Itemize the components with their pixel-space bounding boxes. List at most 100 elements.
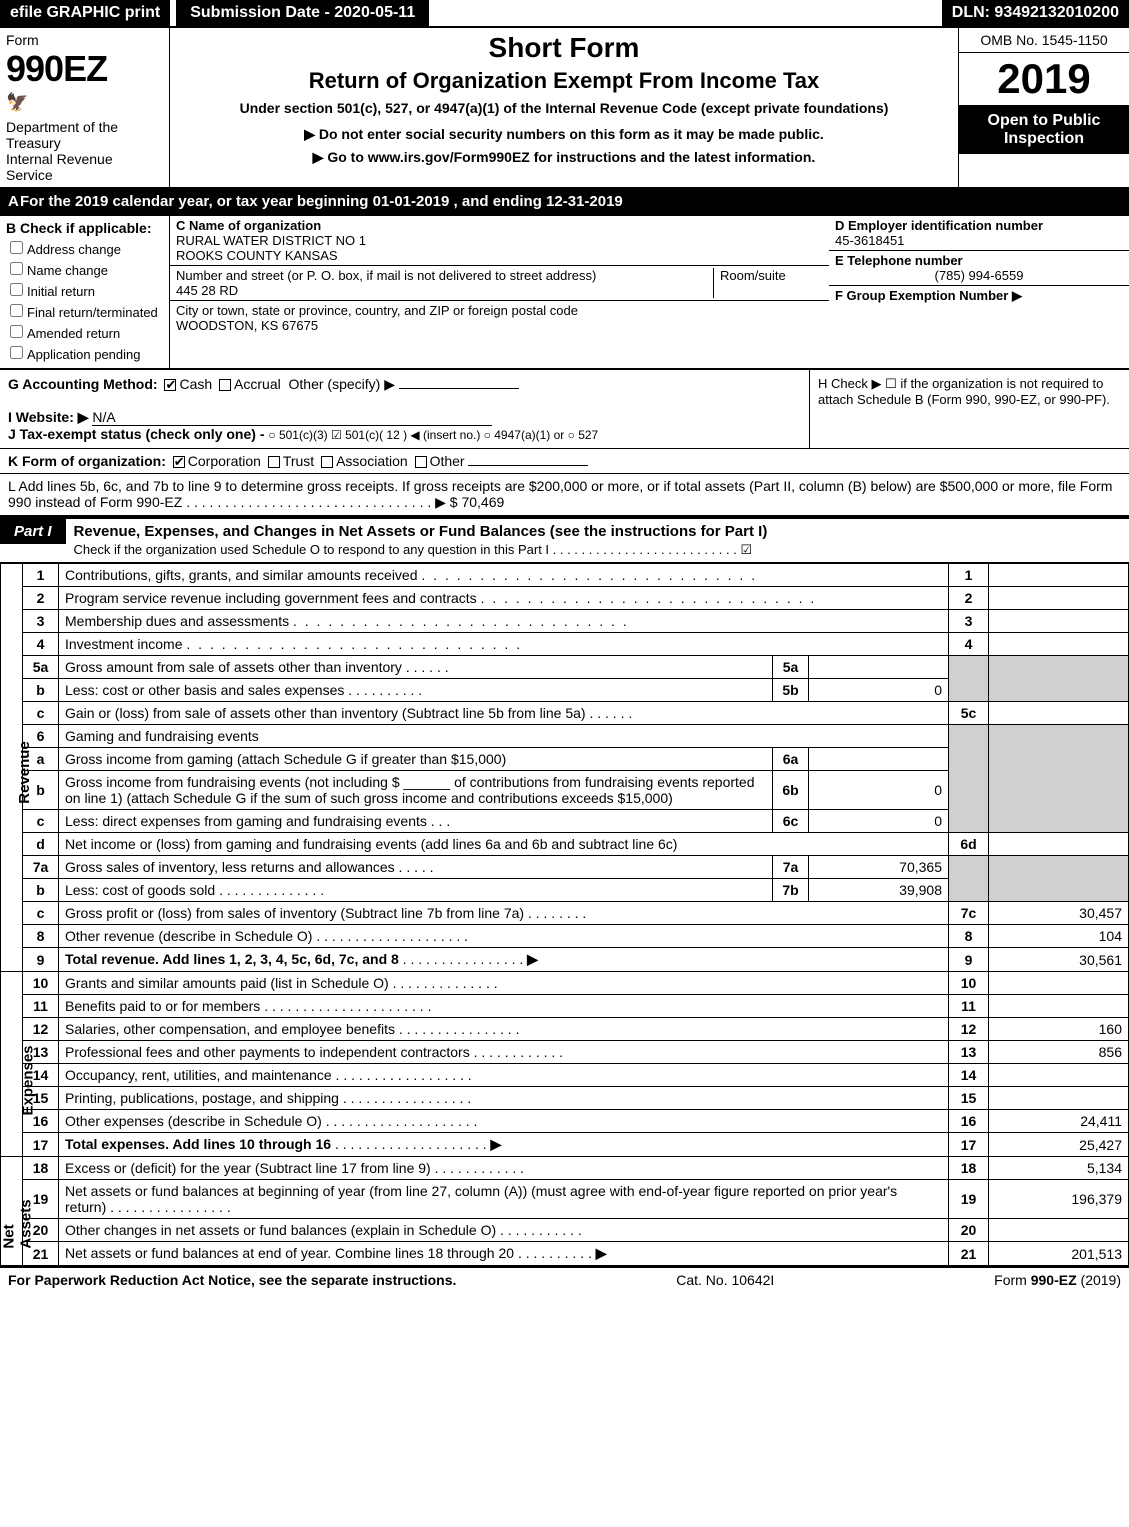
- org-name-block: C Name of organization RURAL WATER DISTR…: [170, 216, 829, 266]
- page-footer: For Paperwork Reduction Act Notice, see …: [0, 1266, 1129, 1292]
- row-h: H Check ▶ ☐ if the organization is not r…: [809, 370, 1129, 448]
- form-number: 990EZ: [6, 48, 163, 90]
- chk-final-return[interactable]: Final return/terminated: [6, 301, 163, 320]
- line-16: 16Other expenses (describe in Schedule O…: [1, 1110, 1129, 1133]
- line-15: 15Printing, publications, postage, and s…: [1, 1087, 1129, 1110]
- line-8: 8Other revenue (describe in Schedule O) …: [1, 925, 1129, 948]
- other-specify-input[interactable]: [399, 388, 519, 389]
- side-netassets: Net Assets: [1, 1157, 23, 1266]
- footer-formref: Form 990-EZ (2019): [994, 1272, 1121, 1288]
- chk-label: Initial return: [27, 284, 95, 299]
- chk-label: Address change: [27, 242, 121, 257]
- irs-eagle-icon: 🦅: [6, 92, 163, 113]
- line-6d: dNet income or (loss) from gaming and fu…: [1, 833, 1129, 856]
- omb-number: OMB No. 1545-1150: [959, 28, 1129, 53]
- form-id-block: Form 990EZ 🦅 Department of the Treasury …: [0, 28, 170, 187]
- part-1-subtitle: Check if the organization used Schedule …: [74, 542, 1121, 558]
- year-block: OMB No. 1545-1150 2019 Open to Public In…: [959, 28, 1129, 187]
- chk-trust[interactable]: [268, 456, 280, 468]
- line-6: 6Gaming and fundraising events: [1, 725, 1129, 748]
- col-def: D Employer identification number 45-3618…: [829, 216, 1129, 368]
- top-bar: efile GRAPHIC print Submission Date - 20…: [0, 0, 1129, 28]
- city-value: WOODSTON, KS 67675: [176, 318, 318, 333]
- line-9: 9Total revenue. Add lines 1, 2, 3, 4, 5c…: [1, 948, 1129, 972]
- row-g: G Accounting Method: Cash Accrual Other …: [0, 370, 809, 448]
- form-word: Form: [6, 32, 163, 48]
- line-7c: cGross profit or (loss) from sales of in…: [1, 902, 1129, 925]
- side-revenue: Revenue: [1, 564, 23, 972]
- dept-treasury: Department of the Treasury Internal Reve…: [6, 119, 163, 183]
- side-netassets-text: Net Assets: [1, 1199, 35, 1248]
- title-short-form: Short Form: [178, 32, 950, 64]
- label-c: C Name of organization: [176, 218, 321, 233]
- row-a-period: A For the 2019 calendar year, or tax yea…: [0, 189, 1129, 216]
- footer-catno: Cat. No. 10642I: [456, 1272, 994, 1288]
- opt-corp: Corporation: [188, 453, 261, 469]
- side-expenses: Expenses: [1, 972, 23, 1157]
- instructions-link[interactable]: ▶ Go to www.irs.gov/Form990EZ for instru…: [178, 149, 950, 166]
- j-options: ○ 501(c)(3) ☑ 501(c)( 12 ) ◀ (insert no.…: [268, 428, 598, 442]
- other-org-input[interactable]: [468, 465, 588, 466]
- org-name: RURAL WATER DISTRICT NO 1 ROOKS COUNTY K…: [176, 233, 366, 263]
- chk-address-change[interactable]: Address change: [6, 238, 163, 257]
- city-label: City or town, state or province, country…: [176, 303, 578, 318]
- side-revenue-text: Revenue: [16, 741, 33, 804]
- room-label: Room/suite: [720, 268, 786, 283]
- chk-cash[interactable]: [164, 379, 176, 391]
- row-l: L Add lines 5b, 6c, and 7b to line 9 to …: [0, 474, 1129, 517]
- part-1-title-text: Revenue, Expenses, and Changes in Net As…: [74, 523, 768, 540]
- ln: 1: [23, 564, 59, 587]
- chk-other-org[interactable]: [415, 456, 427, 468]
- l-text: L Add lines 5b, 6c, and 7b to line 9 to …: [8, 478, 1112, 510]
- chk-application-pending[interactable]: Application pending: [6, 343, 163, 362]
- chk-name-change[interactable]: Name change: [6, 259, 163, 278]
- chk-corporation[interactable]: [173, 456, 185, 468]
- line-17: 17Total expenses. Add lines 10 through 1…: [1, 1133, 1129, 1157]
- street-block: Number and street (or P. O. box, if mail…: [170, 266, 829, 301]
- line-13: 13Professional fees and other payments t…: [1, 1041, 1129, 1064]
- row-k: K Form of organization: Corporation Trus…: [0, 449, 1129, 474]
- line-14: 14Occupancy, rent, utilities, and mainte…: [1, 1064, 1129, 1087]
- label-k: K Form of organization:: [8, 453, 166, 469]
- label-i: I Website: ▶: [8, 409, 89, 425]
- dln-label: DLN: 93492132010200: [942, 0, 1129, 26]
- city-block: City or town, state or province, country…: [170, 301, 829, 335]
- line-21: 21Net assets or fund balances at end of …: [1, 1242, 1129, 1266]
- tax-year: 2019: [959, 53, 1129, 106]
- chk-association[interactable]: [321, 456, 333, 468]
- part-1-table: Revenue 1 Contributions, gifts, grants, …: [0, 563, 1129, 1266]
- line-12: 12Salaries, other compensation, and empl…: [1, 1018, 1129, 1041]
- line-4: 4Investment income 4: [1, 633, 1129, 656]
- group-exemption-block: F Group Exemption Number ▶: [829, 286, 1129, 306]
- entity-info-block: B Check if applicable: Address change Na…: [0, 216, 1129, 370]
- line-5c: cGain or (loss) from sale of assets othe…: [1, 702, 1129, 725]
- title-block: Short Form Return of Organization Exempt…: [170, 28, 959, 187]
- line-11: 11Benefits paid to or for members . . . …: [1, 995, 1129, 1018]
- line-19: 19Net assets or fund balances at beginni…: [1, 1180, 1129, 1219]
- part-1-tab: Part I: [0, 519, 66, 544]
- chk-label: Name change: [27, 263, 108, 278]
- submission-date-button[interactable]: Submission Date - 2020-05-11: [176, 0, 429, 26]
- line-20: 20Other changes in net assets or fund ba…: [1, 1219, 1129, 1242]
- period-text: For the 2019 calendar year, or tax year …: [20, 193, 623, 210]
- amt: [989, 564, 1129, 587]
- ssn-warning: ▶ Do not enter social security numbers o…: [178, 126, 950, 143]
- phone-value: (785) 994-6559: [835, 268, 1123, 283]
- ein-value: 45-3618451: [835, 233, 904, 248]
- label-b: B Check if applicable:: [6, 220, 163, 236]
- opt-accrual: Accrual: [234, 376, 281, 392]
- efile-print-button[interactable]: efile GRAPHIC print: [0, 0, 170, 26]
- chk-amended-return[interactable]: Amended return: [6, 322, 163, 341]
- opt-other: Other (specify) ▶: [289, 376, 395, 392]
- chk-initial-return[interactable]: Initial return: [6, 280, 163, 299]
- col-b-checkboxes: B Check if applicable: Address change Na…: [0, 216, 170, 368]
- footer-left: For Paperwork Reduction Act Notice, see …: [8, 1272, 456, 1288]
- side-expenses-text: Expenses: [20, 1045, 37, 1115]
- ein-block: D Employer identification number 45-3618…: [829, 216, 1129, 251]
- opt-trust: Trust: [283, 453, 314, 469]
- label-g: G Accounting Method:: [8, 376, 158, 392]
- street-value: 445 28 RD: [176, 283, 238, 298]
- chk-accrual[interactable]: [219, 379, 231, 391]
- line-1: Revenue 1 Contributions, gifts, grants, …: [1, 564, 1129, 587]
- line-5a: 5aGross amount from sale of assets other…: [1, 656, 1129, 679]
